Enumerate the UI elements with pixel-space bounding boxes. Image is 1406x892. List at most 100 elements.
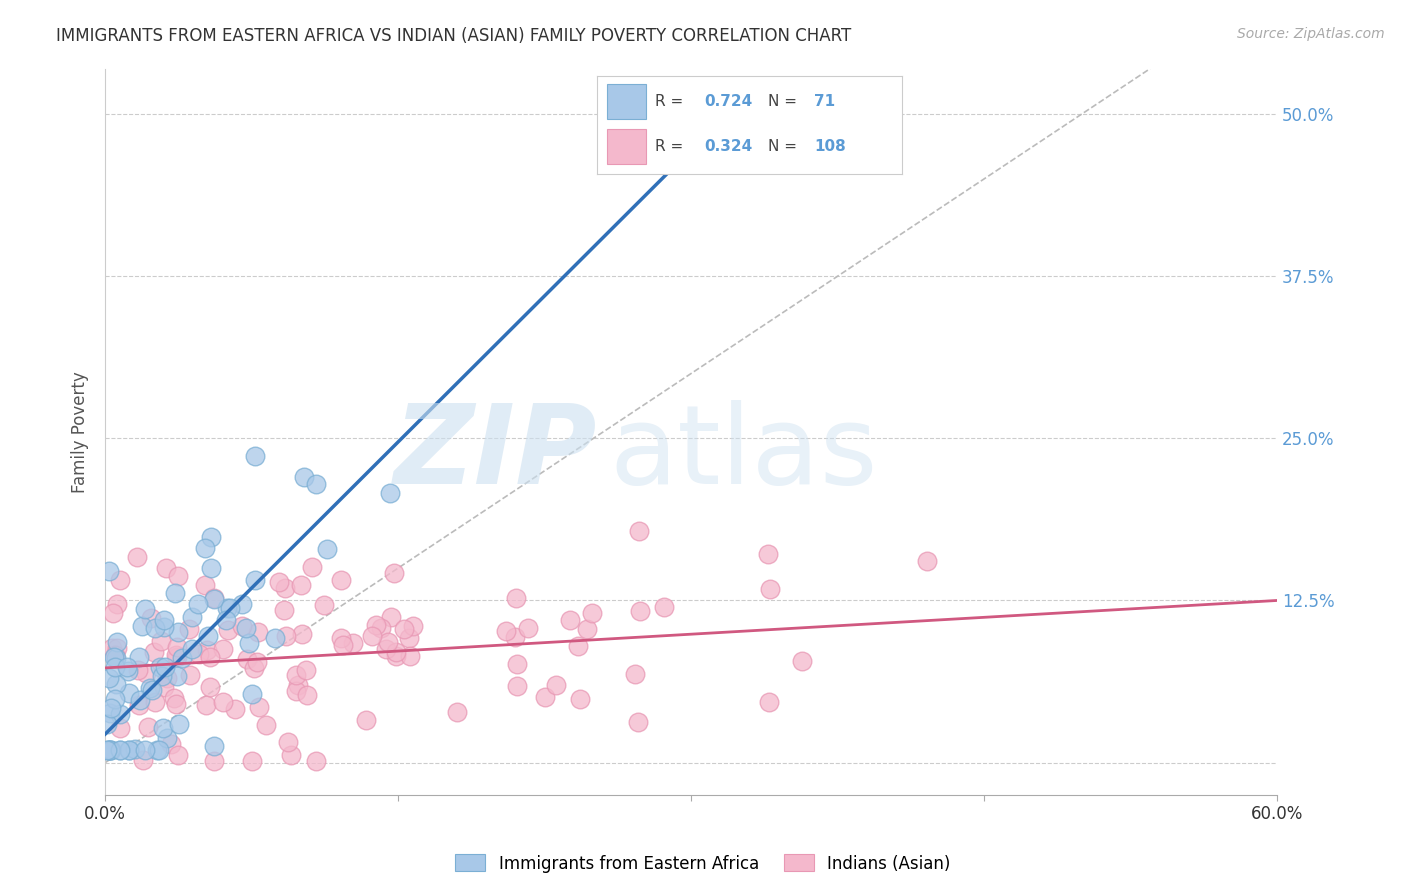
Point [108,721,131,735]
Legend: Immigrants from Eastern Africa, Indians (Asian): Immigrants from Eastern Africa, Indians … [449,847,957,880]
Point [167,569,190,583]
Point [110,707,132,722]
Point [166,669,188,683]
Point [135,666,157,681]
Point [134,602,156,616]
Point [495,624,517,638]
Point [98,742,121,756]
Point [274,581,297,595]
Point [194,698,217,713]
Point [146,742,169,756]
Point [231,597,253,611]
Point [284,683,307,698]
Point [581,606,603,620]
Point [392,622,415,636]
Point [273,603,295,617]
Point [149,633,172,648]
Point [332,638,354,652]
Point [274,629,297,643]
Point [194,578,217,592]
Point [202,592,225,607]
Point [104,692,127,706]
Point [446,705,468,719]
Point [152,680,174,694]
Point [197,629,219,643]
Point [127,549,149,564]
Point [115,659,138,673]
Point [215,601,238,615]
Point [145,621,167,635]
Point [155,561,177,575]
Point [277,735,299,749]
Point [100,742,122,756]
Point [377,635,399,649]
Point [118,686,141,700]
Point [198,680,221,694]
Point [172,651,194,665]
Y-axis label: Family Poverty: Family Poverty [72,371,89,492]
Point [150,668,173,682]
Point [180,609,202,624]
Point [202,591,225,606]
Point [128,698,150,712]
Point [105,598,128,612]
Point [104,651,127,665]
Point [152,722,174,736]
Point [200,561,222,575]
Point [127,663,149,677]
Point [269,574,291,589]
Point [101,640,124,655]
Point [627,715,650,730]
Point [238,635,260,649]
Point [378,486,401,500]
Point [118,742,141,756]
Point [329,573,352,587]
Point [160,737,183,751]
Point [290,578,312,592]
Point [231,619,253,633]
Point [179,622,201,636]
Point [505,591,527,605]
Point [141,682,163,697]
Point [305,477,328,491]
Point [117,664,139,678]
Point [533,690,555,704]
Point [105,640,128,655]
Point [567,639,589,653]
Point [108,573,131,587]
Point [187,647,209,661]
Point [576,622,599,636]
Point [166,640,188,655]
Point [153,620,176,634]
Point [506,657,529,672]
Text: IMMIGRANTS FROM EASTERN AFRICA VS INDIAN (ASIAN) FAMILY POVERTY CORRELATION CHAR: IMMIGRANTS FROM EASTERN AFRICA VS INDIAN… [56,27,852,45]
Point [399,648,422,663]
Point [198,649,221,664]
Point [217,623,239,637]
Point [181,642,204,657]
Point [361,629,384,643]
Point [211,695,233,709]
Point [759,582,782,596]
Point [291,627,314,641]
Point [402,618,425,632]
Point [163,690,186,705]
Point [385,645,408,659]
Point [247,699,270,714]
Point [153,613,176,627]
Point [792,654,814,668]
Point [315,542,337,557]
Point [96,742,118,756]
Point [305,755,328,769]
Point [243,573,266,587]
Point [314,598,336,612]
Point [105,676,128,690]
Point [143,645,166,659]
Point [132,753,155,767]
Point [96,717,118,731]
Point [211,641,233,656]
Point [202,755,225,769]
Text: ZIP: ZIP [394,401,598,507]
Point [218,601,240,615]
Point [254,718,277,732]
